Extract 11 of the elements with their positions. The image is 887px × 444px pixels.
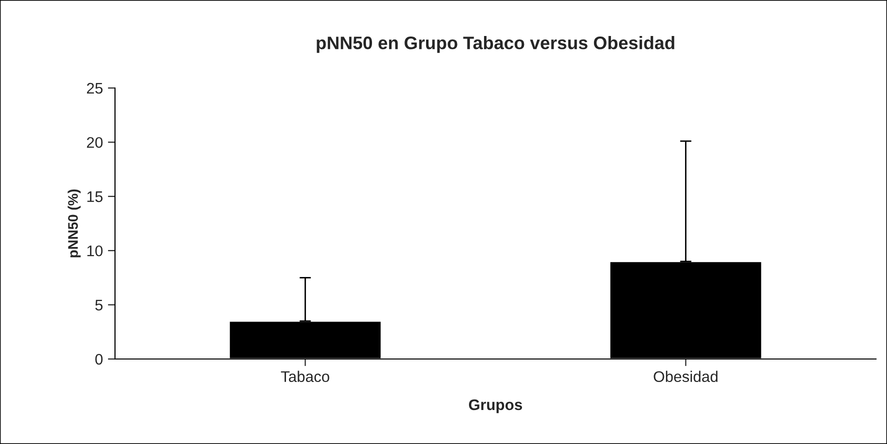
y-tick-label: 20 [86, 137, 103, 148]
y-tick-label: 25 [86, 82, 103, 94]
y-tick-label: 15 [87, 191, 103, 202]
chart-title: pNN50 en Grupo Tabaco versus Obesidad [316, 36, 674, 53]
y-tick-label: 5 [95, 300, 103, 310]
x-axis-title: Grupos [468, 399, 522, 414]
x-tick-label: Tabaco [280, 370, 330, 382]
y-axis-title: pNN50 (%) [68, 189, 81, 258]
y-tick-label: 10 [87, 245, 103, 256]
x-tick-label: Obesidad [654, 370, 718, 382]
y-tick-label: 0 [95, 354, 103, 365]
